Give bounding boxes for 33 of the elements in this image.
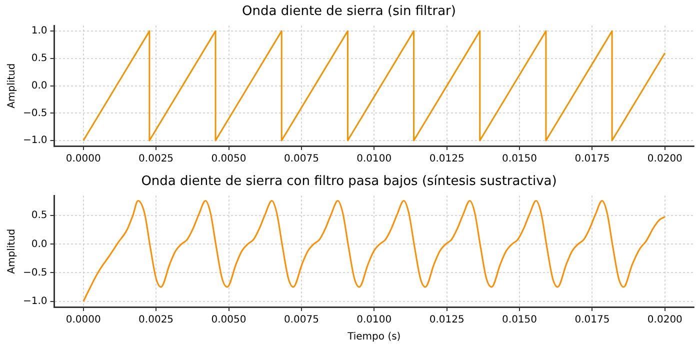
y-tick-label: −1.0 [22, 135, 48, 146]
x-tick-label: 0.0000 [66, 154, 101, 165]
x-tick-label: 0.0175 [574, 314, 610, 326]
x-tick-label: 0.0175 [574, 154, 610, 165]
x-tick-label: 0.0150 [502, 314, 538, 326]
x-tick-label: 0.0000 [66, 314, 101, 326]
x-tick-label: 0.0150 [502, 154, 538, 165]
x-tick-label: 0.0100 [356, 314, 392, 326]
chart-title: Onda diente de sierra (sin filtrar) [242, 4, 456, 20]
y-tick-label: 0.5 [31, 53, 48, 64]
y-tick-label: 0.0 [31, 238, 48, 250]
chart-title: Onda diente de sierra con filtro pasa bajos (síntesis sustractiva) [141, 174, 557, 190]
y-axis-title: Amplitud [6, 63, 18, 108]
x-tick-label: 0.0050 [211, 314, 246, 326]
x-tick-label: 0.0125 [429, 314, 464, 326]
x-tick-label: 0.0200 [647, 154, 682, 165]
x-tick-label: 0.0125 [429, 154, 464, 165]
x-tick-label: 0.0050 [211, 154, 246, 165]
y-tick-label: −1.0 [22, 296, 48, 307]
line-series [82, 200, 666, 302]
x-axis-title: Tiempo (s) [346, 332, 401, 343]
y-tick-label: 1.0 [31, 26, 48, 37]
y-tick-label: −0.5 [22, 108, 48, 119]
y-tick-label: 0.5 [31, 210, 48, 222]
x-tick-label: 0.0200 [647, 314, 682, 326]
x-tick-label: 0.0025 [138, 154, 174, 165]
y-tick-label: 0.0 [31, 80, 48, 92]
x-tick-label: 0.0025 [138, 314, 174, 326]
x-tick-label: 0.0075 [284, 314, 319, 326]
x-tick-label: 0.0100 [356, 154, 392, 165]
x-tick-label: 0.0075 [284, 154, 319, 165]
y-tick-label: −0.5 [22, 267, 48, 278]
y-axis-title: Amplitud [6, 228, 18, 274]
